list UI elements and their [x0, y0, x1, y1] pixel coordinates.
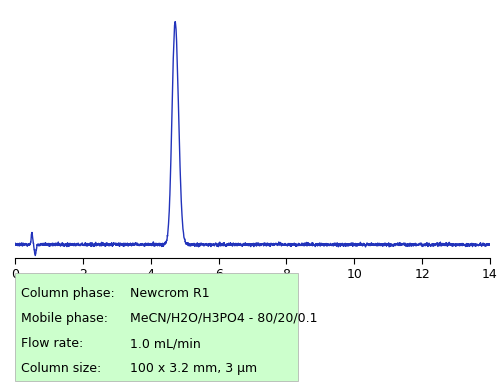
Text: 100 x 3.2 mm, 3 μm: 100 x 3.2 mm, 3 μm [130, 362, 257, 375]
Text: Newcrom R1: Newcrom R1 [130, 287, 210, 300]
Text: Column size:: Column size: [21, 362, 101, 375]
Text: Mobile phase:: Mobile phase: [21, 312, 108, 325]
Text: Flow rate:: Flow rate: [21, 337, 83, 350]
Text: MeCN/H2O/H3PO4 - 80/20/0.1: MeCN/H2O/H3PO4 - 80/20/0.1 [130, 312, 318, 325]
Text: Column phase:: Column phase: [21, 287, 115, 300]
Text: 1.0 mL/min: 1.0 mL/min [130, 337, 201, 350]
